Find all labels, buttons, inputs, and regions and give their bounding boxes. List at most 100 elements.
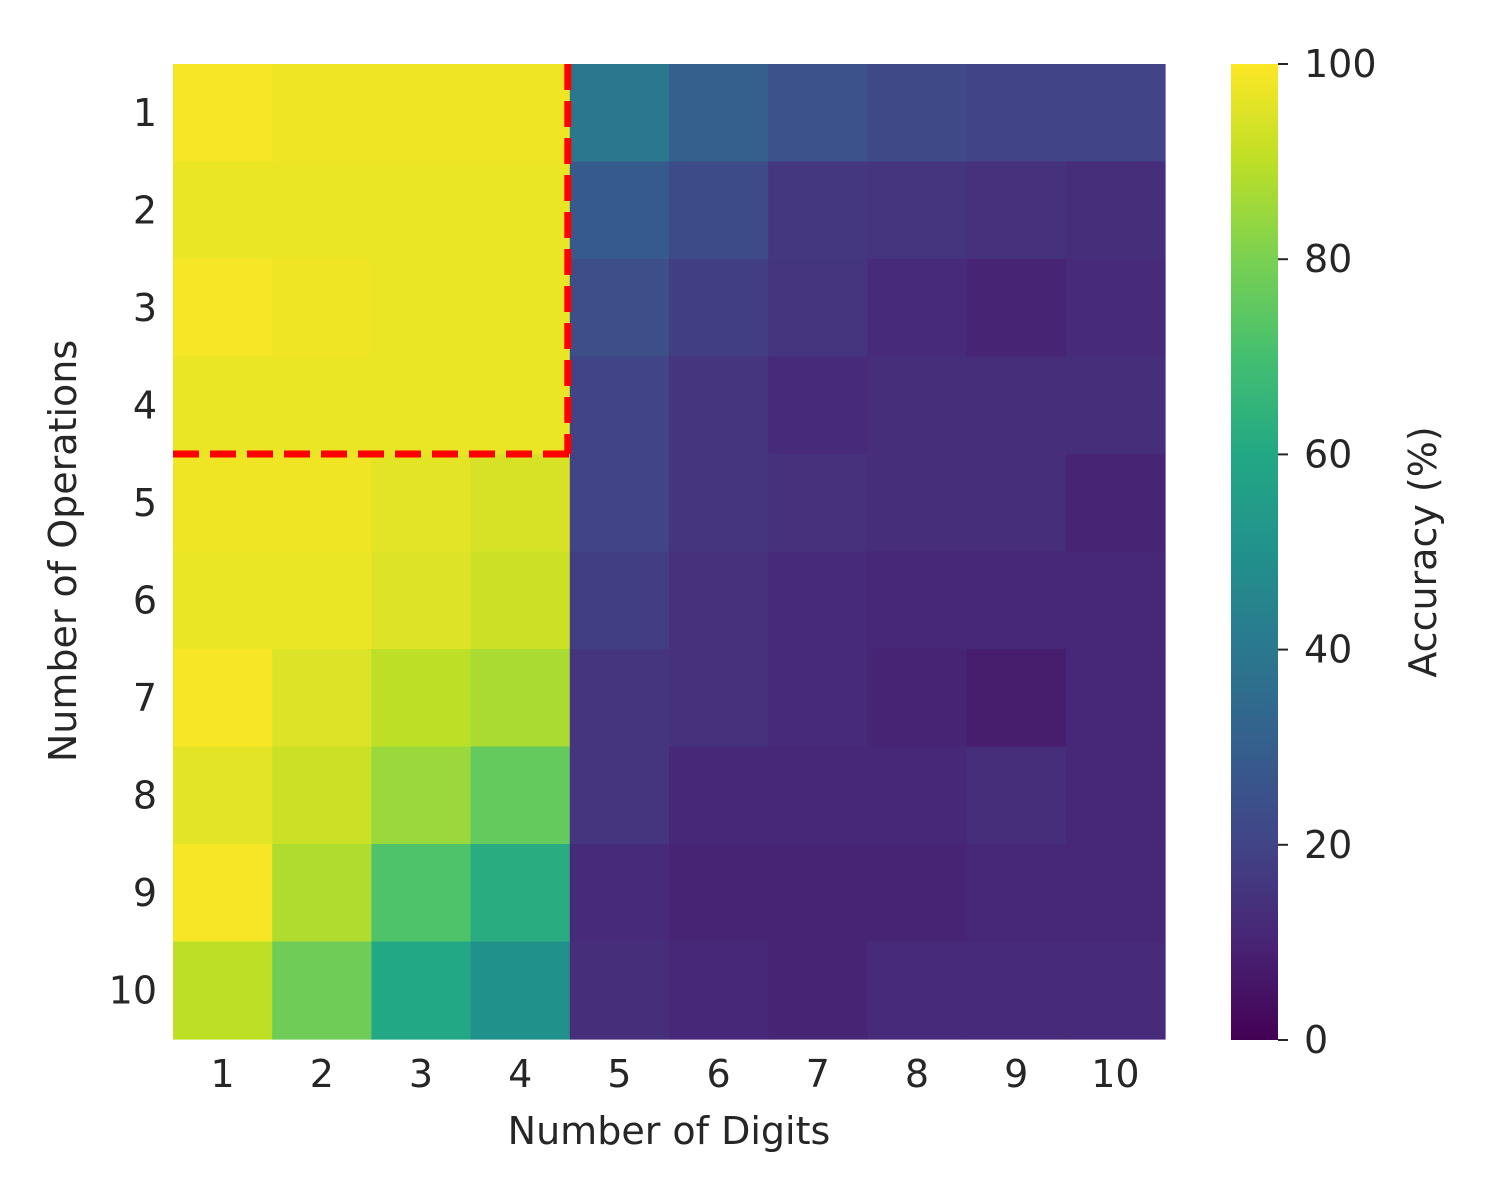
colorbar-ticks: 0 20 40 60 80 100 <box>1278 42 1377 1062</box>
heatmap-cell <box>173 161 273 260</box>
heatmap-cell <box>173 259 273 358</box>
heatmap-cell <box>1065 551 1166 650</box>
heatmap-cell <box>669 454 769 553</box>
heatmap-cell <box>966 649 1067 748</box>
heatmap-cell <box>966 161 1067 260</box>
heatmap-cell <box>669 161 769 260</box>
heatmap-cell <box>966 551 1067 650</box>
heatmap-cell <box>569 161 670 260</box>
colorbar-tick-label: 60 <box>1304 432 1352 476</box>
colorbar: 0 20 40 60 80 100 Accuracy (%) <box>1231 42 1445 1062</box>
heatmap-cell <box>371 551 472 650</box>
heatmap-cell <box>669 844 769 943</box>
y-tick-label: 7 <box>133 676 157 720</box>
heatmap-cell <box>470 161 571 260</box>
heatmap-cell <box>569 941 670 1040</box>
heatmap-cell <box>768 941 868 1040</box>
heatmap-cell <box>867 746 968 845</box>
heatmap-cell <box>173 649 273 748</box>
heatmap-cell <box>371 64 472 163</box>
heatmap-cell <box>569 649 670 748</box>
boundary-lines <box>173 64 572 458</box>
heatmap-cell <box>371 161 472 260</box>
heatmap-cell <box>1065 649 1166 748</box>
colorbar-tick-label: 80 <box>1304 237 1352 281</box>
colorbar-tick-label: 100 <box>1304 42 1377 86</box>
heatmap-cell <box>669 746 769 845</box>
heatmap-cell <box>867 551 968 650</box>
heatmap-cell <box>173 454 273 553</box>
heatmap-cell <box>669 259 769 358</box>
heatmap-cell <box>867 941 968 1040</box>
heatmap-cell <box>371 454 472 553</box>
heatmap-cell <box>768 64 868 163</box>
heatmap-cell <box>470 64 571 163</box>
heatmap-cell <box>669 356 769 455</box>
x-tick-label: 10 <box>1091 1052 1139 1096</box>
heatmap-cell <box>272 941 372 1040</box>
heatmap-cell <box>966 454 1067 553</box>
heatmap-cell <box>768 746 868 845</box>
heatmap-cell <box>371 746 472 845</box>
heatmap-cell <box>867 454 968 553</box>
heatmap-cell <box>272 649 372 748</box>
colorbar-tick-label: 40 <box>1304 628 1352 672</box>
heatmap-cell <box>371 259 472 358</box>
heatmap-cell <box>470 941 571 1040</box>
heatmap-cell <box>966 64 1067 163</box>
heatmap-cell <box>1065 259 1166 358</box>
heatmap-cell <box>371 941 472 1040</box>
x-axis-label: Number of Digits <box>508 1109 831 1153</box>
colorbar-label: Accuracy (%) <box>1401 426 1445 677</box>
heatmap-cell <box>470 551 571 650</box>
heatmap-cell <box>371 649 472 748</box>
heatmap-cell <box>1065 941 1166 1040</box>
y-tick-label: 3 <box>133 286 157 330</box>
heatmap-cell <box>669 649 769 748</box>
y-tick-label: 5 <box>133 481 157 525</box>
heatmap-cell <box>1065 356 1166 455</box>
heatmap-cell <box>272 454 372 553</box>
heatmap-cell <box>470 844 571 943</box>
heatmap-cell <box>966 356 1067 455</box>
heatmap-cell <box>1065 161 1166 260</box>
heatmap-cell <box>569 259 670 358</box>
y-tick-label: 9 <box>133 871 157 915</box>
heatmap-cell <box>966 259 1067 358</box>
heatmap-cell <box>1065 64 1166 163</box>
heatmap-cell <box>768 454 868 553</box>
heatmap-cell <box>867 844 968 943</box>
x-tick-label: 8 <box>905 1052 929 1096</box>
x-tick-labels: 1 2 3 4 5 6 7 8 9 10 <box>211 1052 1140 1096</box>
heatmap-cell <box>272 356 372 455</box>
x-tick-label: 7 <box>806 1052 830 1096</box>
heatmap-cell <box>867 259 968 358</box>
heatmap-cell <box>272 259 372 358</box>
heatmap-cell <box>768 649 868 748</box>
y-tick-label: 8 <box>133 773 157 817</box>
colorbar-gradient <box>1231 64 1278 1040</box>
heatmap-cell <box>966 746 1067 845</box>
heatmap-cell <box>669 551 769 650</box>
heatmap-cell <box>966 844 1067 943</box>
heatmap-cell <box>768 356 868 455</box>
y-tick-label: 2 <box>133 188 157 232</box>
heatmap-cell <box>569 551 670 650</box>
heatmap-cell <box>669 941 769 1040</box>
heatmap-cell <box>867 161 968 260</box>
heatmap-cell <box>173 551 273 650</box>
heatmap-cell <box>768 259 868 358</box>
heatmap-cell <box>272 844 372 943</box>
heatmap-cell <box>569 746 670 845</box>
heatmap-cell <box>768 161 868 260</box>
y-tick-label: 6 <box>133 578 157 622</box>
heatmap-cell <box>569 844 670 943</box>
x-tick-label: 4 <box>508 1052 532 1096</box>
heatmap-cell <box>272 746 372 845</box>
heatmap-cell <box>173 356 273 455</box>
x-tick-label: 1 <box>211 1052 235 1096</box>
heatmap-cell <box>867 649 968 748</box>
heatmap-cell <box>470 746 571 845</box>
heatmap-cell <box>966 941 1067 1040</box>
